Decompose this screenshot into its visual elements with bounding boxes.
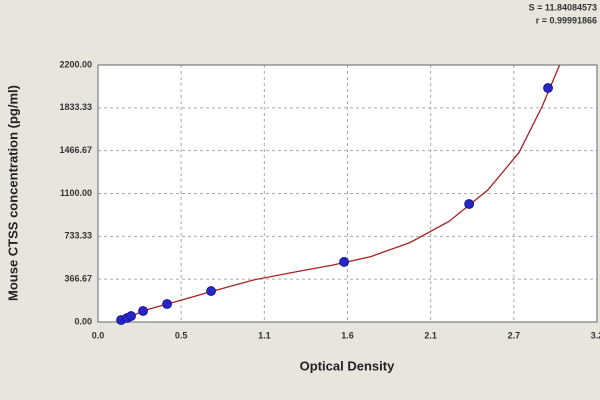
y-tick-label: 1466.67 bbox=[59, 145, 92, 155]
y-tick-label: 1100.00 bbox=[60, 188, 92, 198]
x-tick-label: 0.0 bbox=[92, 330, 105, 340]
plot-border bbox=[97, 64, 598, 323]
y-tick-label: 366.67 bbox=[64, 274, 92, 284]
data-point bbox=[339, 257, 349, 267]
y-tick-label: 2200.00 bbox=[59, 59, 92, 69]
y-tick-label: 0.00 bbox=[74, 316, 92, 326]
y-axis-title: Mouse CTSS concentration (pg/ml) bbox=[5, 85, 20, 301]
data-point bbox=[464, 199, 475, 209]
x-tick-label: 3.2 bbox=[591, 330, 600, 340]
x-tick-label: 2.7 bbox=[508, 330, 521, 340]
y-tick-label: 1833.33 bbox=[59, 102, 92, 112]
data-point bbox=[126, 311, 136, 321]
data-point bbox=[206, 286, 216, 296]
y-tick-label: 733.33 bbox=[64, 231, 92, 241]
x-tick-label: 2.1 bbox=[424, 330, 437, 340]
fit-curve bbox=[118, 64, 561, 323]
annotation: S = 11.84084573 bbox=[529, 2, 597, 12]
x-tick-label: 1.1 bbox=[258, 330, 271, 340]
x-tick-label: 0.5 bbox=[175, 330, 188, 340]
x-axis-title: Optical Density bbox=[300, 358, 395, 373]
data-point bbox=[162, 299, 172, 309]
data-point bbox=[543, 83, 553, 93]
annotation: r = 0.99991866 bbox=[536, 15, 597, 25]
data-point bbox=[138, 306, 148, 316]
x-tick-label: 1.6 bbox=[341, 330, 354, 340]
